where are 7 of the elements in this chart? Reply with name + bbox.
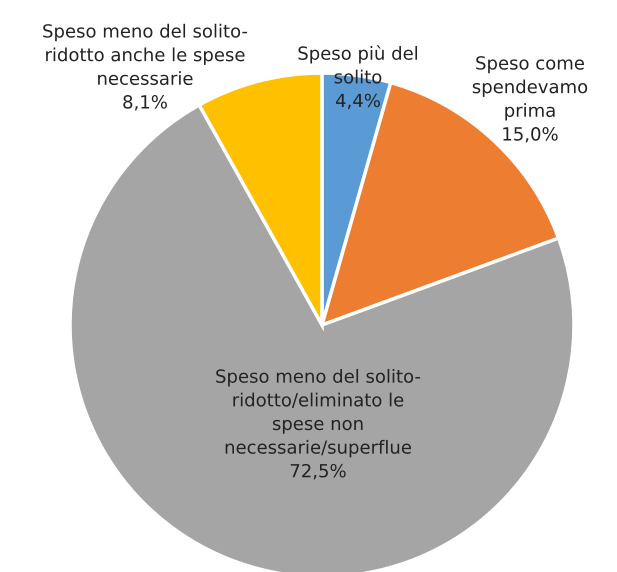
slice-label: Speso meno del solito- ridotto anche le spese necessarie — [43, 24, 248, 86]
data-label: 72,5% — [290, 464, 346, 480]
data-label: 15,0% — [503, 127, 558, 143]
slice-label: Speso meno del solito- ridotto/eliminato le spese non necessarie/superflue — [216, 368, 420, 458]
data-label: 4,4% — [336, 94, 380, 110]
data-label: 8,1% — [123, 95, 167, 111]
slice-label: Speso come spendevamo prima — [472, 56, 588, 121]
